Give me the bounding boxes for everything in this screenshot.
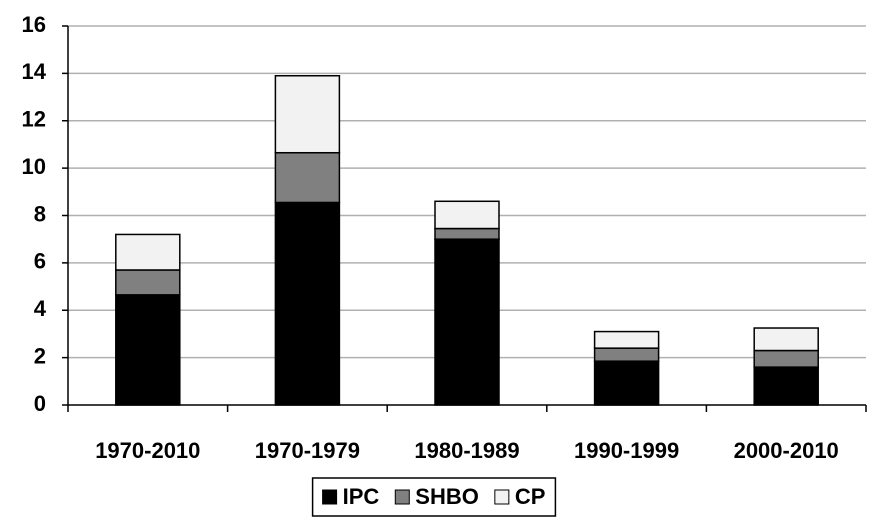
bar-segment: [593, 347, 660, 362]
x-tick-label: 1970-1979: [255, 438, 360, 463]
legend-label: SHBO: [415, 484, 479, 509]
legend-swatch: [322, 489, 338, 505]
bar-segment: [593, 330, 660, 349]
legend: IPC SHBO CP: [311, 477, 557, 517]
y-tick-label: 0: [34, 391, 46, 416]
bar-segment: [434, 238, 500, 406]
legend-label: IPC: [343, 484, 380, 509]
bar-segment: [115, 233, 181, 271]
y-tick-label: 14: [22, 59, 47, 84]
legend-label: CP: [515, 484, 546, 509]
legend-swatch: [394, 489, 410, 505]
x-tick-label: 1970-2010: [95, 438, 200, 463]
bar-segment: [434, 200, 500, 230]
y-tick-label: 10: [22, 154, 46, 179]
y-tick-label: 2: [34, 343, 46, 368]
bar-segment: [753, 349, 819, 368]
legend-box: [311, 477, 557, 517]
bar-segment: [115, 294, 181, 406]
bar-segment: [115, 269, 181, 296]
y-tick-label: 6: [34, 249, 46, 274]
bar-segment: [274, 151, 341, 204]
bar-segment: [274, 201, 341, 406]
bar-segment: [593, 360, 660, 406]
y-tick-label: 8: [34, 201, 46, 226]
bar-segment: [274, 74, 341, 154]
x-tick-label: 1980-1989: [414, 438, 519, 463]
legend-swatch: [494, 489, 510, 505]
y-tick-label: 12: [22, 107, 46, 132]
bar-segment: [753, 327, 819, 352]
y-tick-label: 16: [22, 12, 46, 37]
bar-segment: [434, 227, 500, 240]
y-tick-label: 4: [34, 296, 47, 321]
x-tick-label: 2000-2010: [734, 438, 839, 463]
x-tick-label: 1990-1999: [574, 438, 679, 463]
bar-segment: [753, 366, 819, 406]
